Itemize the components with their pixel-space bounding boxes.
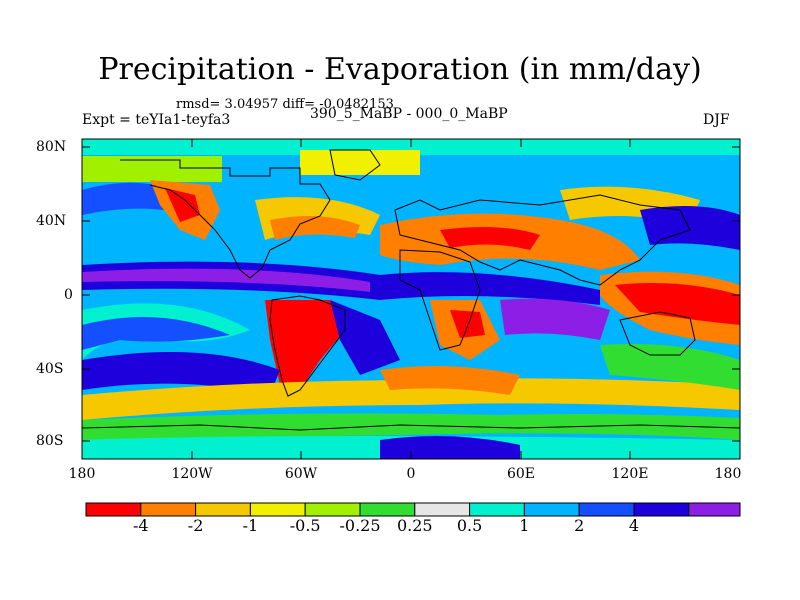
field-s-ocean-green	[82, 413, 740, 440]
lat-label-40n: 40N	[36, 213, 67, 229]
colorbar-box-4	[304, 502, 361, 517]
colorbar-box-6	[414, 502, 471, 517]
coast-australia	[619, 311, 696, 356]
colorbar-box-9	[578, 502, 635, 517]
field-s-atl-orange	[380, 366, 520, 395]
lat-label-80n: 80N	[36, 139, 67, 155]
colorbar-box-8	[523, 502, 580, 517]
colorbar-label: -0.25	[339, 516, 381, 535]
coast-africa	[399, 249, 481, 351]
coast-greenland	[329, 149, 381, 181]
period-label: 390_5_MaBP - 000_0_MaBP	[310, 106, 508, 122]
field-itcz-core	[82, 268, 370, 292]
colorbar-box-2	[195, 502, 251, 517]
colorbar-label: -4	[133, 516, 149, 535]
field-spac-swirl-inner	[82, 317, 230, 350]
lat-label-40s: 40S	[36, 361, 64, 377]
colorbar-box-5	[359, 502, 416, 517]
colorbar-label: 2	[574, 516, 585, 535]
coast-eurasia	[394, 194, 691, 286]
field-sa-red	[265, 300, 345, 390]
colorbar-box-7	[469, 502, 525, 517]
colorbar-label: -1	[242, 516, 259, 535]
field-aus-green	[600, 344, 740, 390]
field-s-subtrop	[82, 378, 740, 420]
colorbar-label: 1	[519, 516, 530, 535]
field-npac-west	[640, 206, 740, 250]
lon-label-120w: 120W	[171, 466, 213, 482]
colorbar-label: -2	[187, 516, 204, 535]
lon-label-120e: 120E	[611, 466, 649, 482]
field-africa-core	[450, 310, 485, 338]
field-npac-band2	[82, 226, 260, 262]
season-label: DJF	[703, 112, 730, 128]
coastlines	[82, 149, 740, 431]
field-eurasia-core	[440, 226, 540, 250]
colorbar-label: 0.5	[456, 516, 483, 535]
axis-ticks	[81, 139, 741, 459]
colorbar-box-0	[85, 502, 142, 517]
experiment-label: Expt = teYIa1-teyfa3	[82, 112, 231, 128]
colorbar-label: 0.25	[396, 516, 433, 535]
colorbar-box-1	[140, 502, 197, 517]
lon-label-60w: 60W	[284, 466, 318, 482]
colorbar	[85, 502, 741, 517]
field-spac-band	[82, 352, 280, 395]
coast-antarctica	[82, 424, 740, 431]
field-wpac-core	[615, 282, 740, 325]
colorbar-label: -0.5	[289, 516, 321, 535]
field-npacific-north	[300, 150, 420, 175]
lon-label-60e: 60E	[506, 466, 536, 482]
colorbar-box-10	[633, 502, 690, 517]
lat-label-0: 0	[64, 287, 73, 303]
lon-label-180w: 180	[68, 466, 96, 482]
coast-south-america	[269, 295, 346, 397]
colorbar-label: 4	[628, 516, 640, 535]
field-antarctic-blue	[380, 436, 520, 459]
lon-label-180e: 180	[714, 466, 742, 482]
field-na-west-core	[165, 188, 200, 222]
coast-na-west	[149, 184, 251, 279]
plot-title: Precipitation - Evaporation (in mm/day)	[98, 52, 702, 87]
field-sa-blue	[330, 300, 400, 375]
colorbar-box-3	[249, 502, 306, 517]
colorbar-box-11	[688, 502, 741, 517]
lat-label-80s: 80S	[36, 433, 64, 449]
precip-evap-field	[82, 139, 740, 459]
lon-label-0: 0	[406, 466, 416, 482]
stats-line: rmsd= 3.04957 diff= -0.0482153	[176, 97, 394, 112]
field-na-east-core	[270, 216, 360, 240]
field-indian	[500, 298, 610, 340]
coast-north-america	[120, 159, 331, 279]
